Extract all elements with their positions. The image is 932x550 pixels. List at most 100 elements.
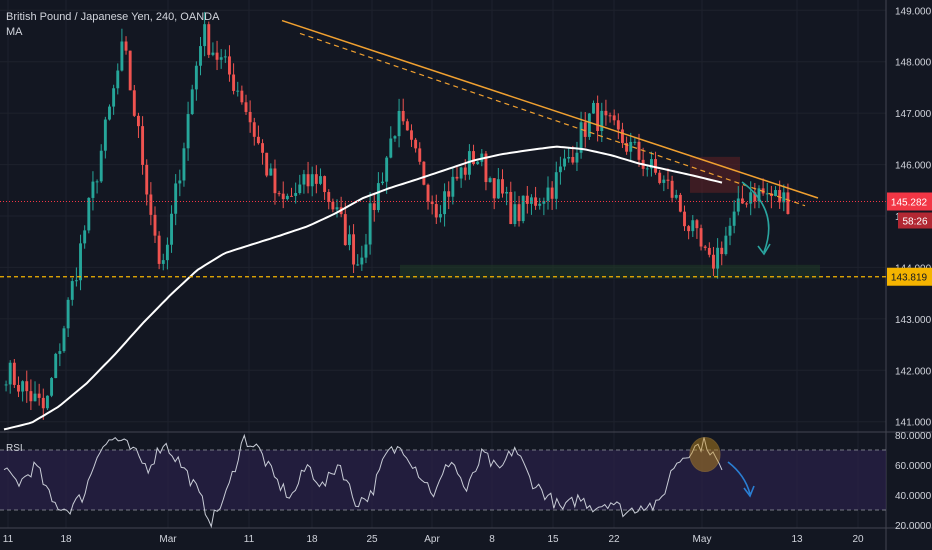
candle-body xyxy=(563,158,566,167)
x-tick-label: 11 xyxy=(244,534,255,545)
candle-body xyxy=(66,299,70,329)
candle-body xyxy=(364,244,368,258)
indicator-label[interactable]: MA xyxy=(6,26,23,38)
candle-body xyxy=(281,193,285,200)
moving-average-line xyxy=(3,145,723,431)
candle-body xyxy=(538,203,542,206)
candle-body xyxy=(621,129,624,144)
candle-body xyxy=(261,143,265,153)
rsi-line xyxy=(3,433,723,529)
candle-body xyxy=(12,362,16,385)
candle-body xyxy=(649,159,653,169)
candle-body xyxy=(736,198,740,212)
candle-body xyxy=(467,151,471,175)
rsi-arrow-head xyxy=(743,485,755,498)
candle-body xyxy=(397,110,401,137)
forecast-arrow-head xyxy=(757,243,771,256)
candle-body xyxy=(161,260,165,264)
candle-body xyxy=(298,184,302,194)
candle-body xyxy=(256,136,260,144)
candle-body xyxy=(25,381,29,392)
candle-body xyxy=(120,41,124,71)
candle-body xyxy=(21,381,25,392)
candle-body xyxy=(112,88,116,107)
candle-body xyxy=(488,178,492,183)
y-tick-label: 149.000 xyxy=(895,6,932,17)
candle-body xyxy=(774,190,777,197)
candle-body xyxy=(753,192,757,202)
candle-body xyxy=(749,192,753,204)
candle-body xyxy=(385,157,389,182)
candle-body xyxy=(546,187,550,201)
candle-body xyxy=(331,201,335,210)
candle-body xyxy=(637,141,641,160)
candle-body xyxy=(699,228,703,247)
rsi-y-tick-label: 20.0000 xyxy=(895,521,932,532)
candle-body xyxy=(290,195,293,197)
candle-body xyxy=(190,89,194,115)
candle-body xyxy=(153,214,157,236)
candle-body xyxy=(269,168,273,176)
candle-body xyxy=(99,150,103,182)
candle-body xyxy=(265,152,269,176)
candle-body xyxy=(203,24,207,47)
trendline-dashed xyxy=(299,32,806,207)
candle-body xyxy=(778,190,782,203)
candle-body xyxy=(83,230,87,244)
candle-body xyxy=(211,52,215,55)
candle-body xyxy=(37,393,41,398)
candle-body xyxy=(501,179,504,194)
current-price-label: 145.282 xyxy=(891,197,928,208)
candle-body xyxy=(410,130,413,140)
candle-body xyxy=(426,184,430,202)
rsi-y-tick-label: 60.0000 xyxy=(895,461,932,472)
rsi-arrow xyxy=(727,461,751,495)
candle-body xyxy=(695,220,699,229)
candle-body xyxy=(360,257,364,265)
candle-body xyxy=(149,194,153,215)
candle-body xyxy=(186,114,190,149)
candle-body xyxy=(405,121,409,131)
candle-body xyxy=(558,166,562,173)
y-tick-label: 148.000 xyxy=(895,58,932,69)
candle-body xyxy=(612,115,616,121)
candle-body xyxy=(128,50,132,91)
candle-body xyxy=(319,176,322,184)
candle-body xyxy=(343,214,347,246)
candle-body xyxy=(670,180,674,198)
rsi-label[interactable]: RSI xyxy=(6,443,23,454)
candle-body xyxy=(757,188,761,202)
rsi-highlight-circle xyxy=(689,437,721,472)
candle-body xyxy=(418,148,422,162)
candle-body xyxy=(782,192,786,203)
candle-body xyxy=(716,247,720,269)
candle-body xyxy=(17,384,20,392)
candle-body xyxy=(347,234,351,246)
rsi-y-tick-label: 40.0000 xyxy=(895,491,932,502)
candle-body xyxy=(604,110,608,116)
candle-body xyxy=(596,102,600,131)
candle-body xyxy=(786,192,790,214)
candle-body xyxy=(74,280,78,282)
candle-body xyxy=(174,183,178,214)
candle-body xyxy=(389,138,393,158)
candle-body xyxy=(182,148,186,181)
candle-body xyxy=(108,106,111,120)
candle-body xyxy=(484,153,488,183)
candle-body xyxy=(136,115,140,127)
candle-body xyxy=(567,157,571,159)
candle-body xyxy=(740,198,744,204)
candle-body xyxy=(223,56,227,58)
candle-body xyxy=(232,74,236,91)
y-tick-label: 141.000 xyxy=(895,418,932,429)
candle-body xyxy=(496,179,500,199)
candle-body xyxy=(476,161,480,164)
candle-body xyxy=(691,220,695,232)
candle-body xyxy=(703,246,707,248)
candle-body xyxy=(600,110,604,131)
candle-body xyxy=(165,244,169,261)
x-tick-label: 20 xyxy=(852,534,864,545)
candle-body xyxy=(472,151,475,164)
candle-body xyxy=(302,174,306,185)
